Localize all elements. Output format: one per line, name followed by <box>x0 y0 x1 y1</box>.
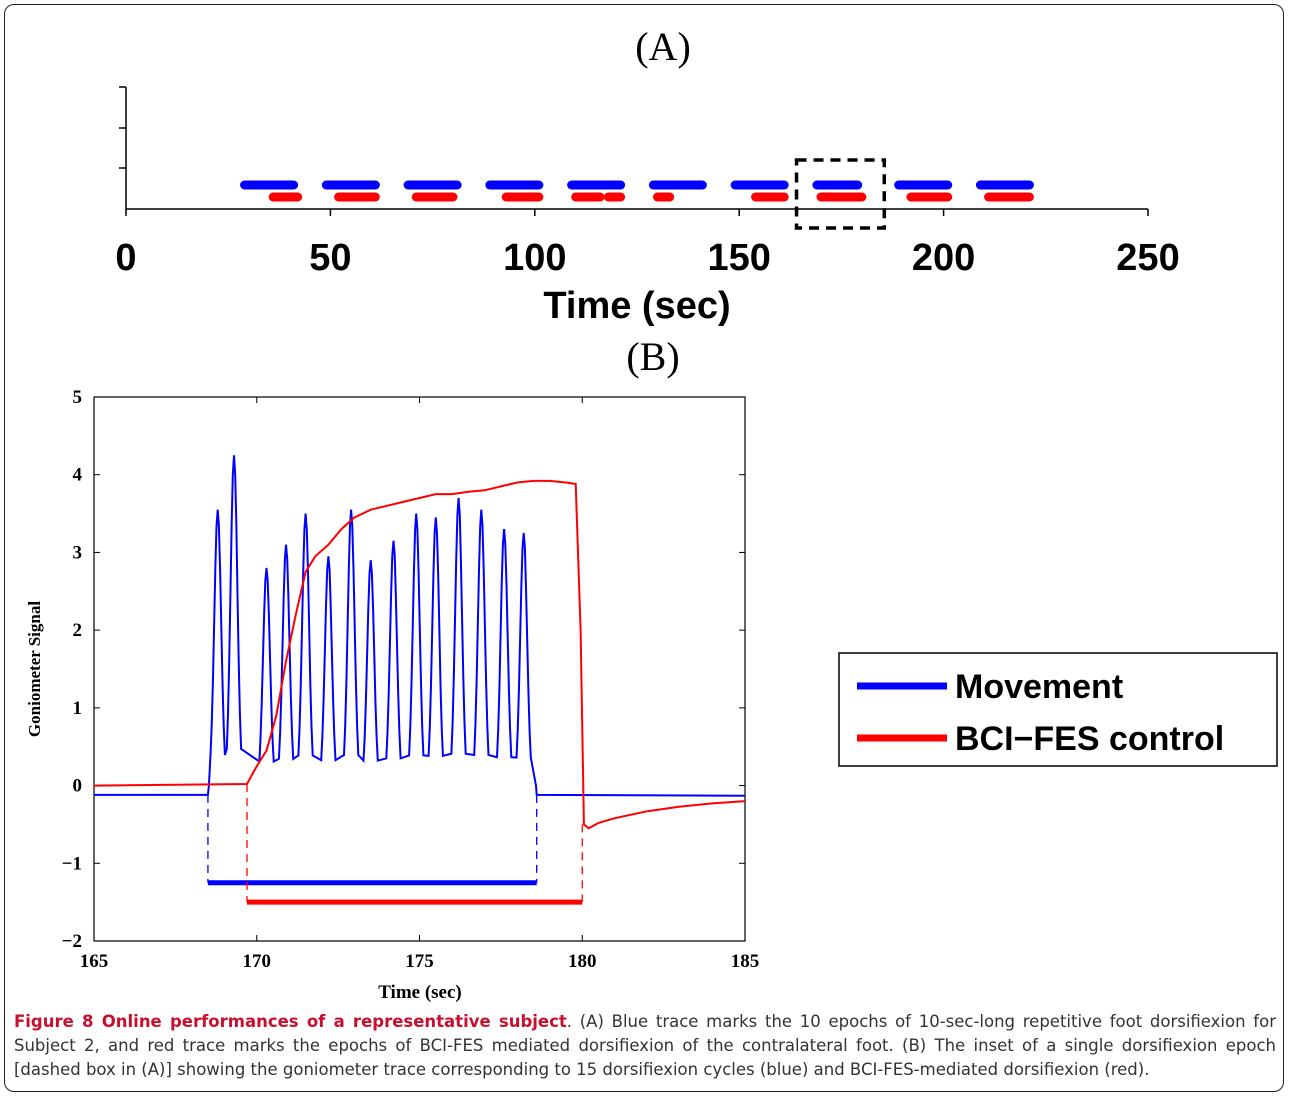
panel-b-plot-area <box>93 396 746 942</box>
legend: Movement BCI−FES control <box>838 652 1278 767</box>
legend-box <box>838 652 1278 767</box>
panel-b: (B) 165 170 175 180 185 −2 −1 0 1 2 3 4 5 Goniometer… <box>25 334 759 1003</box>
panel-a-x-tick-label: 100 <box>503 237 566 279</box>
panel-b-y-tick-label: 5 <box>73 387 83 408</box>
panel-b-y-tick-label: 4 <box>73 465 83 486</box>
figure-canvas: (A) 0 50 100 150 200 250 Time (sec) (B) 165 17… <box>25 24 1278 1003</box>
panel-b-series <box>93 455 746 905</box>
figure-caption: Figure 8 Online performances of a repres… <box>14 1010 1276 1082</box>
panel-b-y-tick-label: 3 <box>73 542 83 563</box>
legend-bci-label: BCI−FES control <box>955 720 1224 758</box>
panel-a-x-tick-label: 150 <box>707 237 770 279</box>
panel-a-x-ticks: 0 50 100 150 200 250 <box>115 209 1180 279</box>
panel-b-x-tick-label: 185 <box>731 951 760 972</box>
panel-b-ticks: 165 170 175 180 185 −2 −1 0 1 2 3 4 5 <box>62 387 760 972</box>
panel-a-x-label: Time (sec) <box>543 285 730 327</box>
panel-b-y-tick-label: −1 <box>62 853 82 874</box>
panel-b-label: (B) <box>626 334 679 379</box>
panel-b-x-tick-label: 165 <box>80 951 109 972</box>
panel-a-x-tick-label: 250 <box>1116 237 1179 279</box>
panel-a-x-tick-label: 200 <box>912 237 975 279</box>
caption-title: Figure 8 Online performances of a repres… <box>14 1012 567 1031</box>
panel-b-x-tick-label: 180 <box>568 951 597 972</box>
panel-a: (A) 0 50 100 150 200 250 Time (sec) <box>115 24 1179 327</box>
panel-a-x-tick-label: 50 <box>309 237 351 279</box>
movement-trace <box>94 455 746 797</box>
panel-a-x-tick-label: 0 <box>115 237 136 279</box>
panel-a-marks <box>240 158 1034 230</box>
panel-b-y-tick-label: 1 <box>73 698 83 719</box>
panel-a-label: (A) <box>635 24 691 69</box>
panel-b-y-tick-label: 2 <box>73 620 83 641</box>
panel-b-y-tick-label: 0 <box>73 776 83 797</box>
figure-frame <box>4 4 1284 1092</box>
panel-b-x-label: Time (sec) <box>378 982 462 1003</box>
panel-b-y-tick-label: −2 <box>62 931 82 952</box>
panel-b-x-tick-label: 175 <box>405 951 434 972</box>
panel-b-x-tick-label: 170 <box>243 951 272 972</box>
panel-b-y-label: Goniometer Signal <box>25 601 44 737</box>
inset-dashed-box <box>794 158 887 230</box>
bci-trace <box>93 479 746 830</box>
caption-text: . (A) Blue trace marks the 10 epochs of … <box>14 1012 1276 1079</box>
legend-movement-label: Movement <box>955 668 1123 706</box>
